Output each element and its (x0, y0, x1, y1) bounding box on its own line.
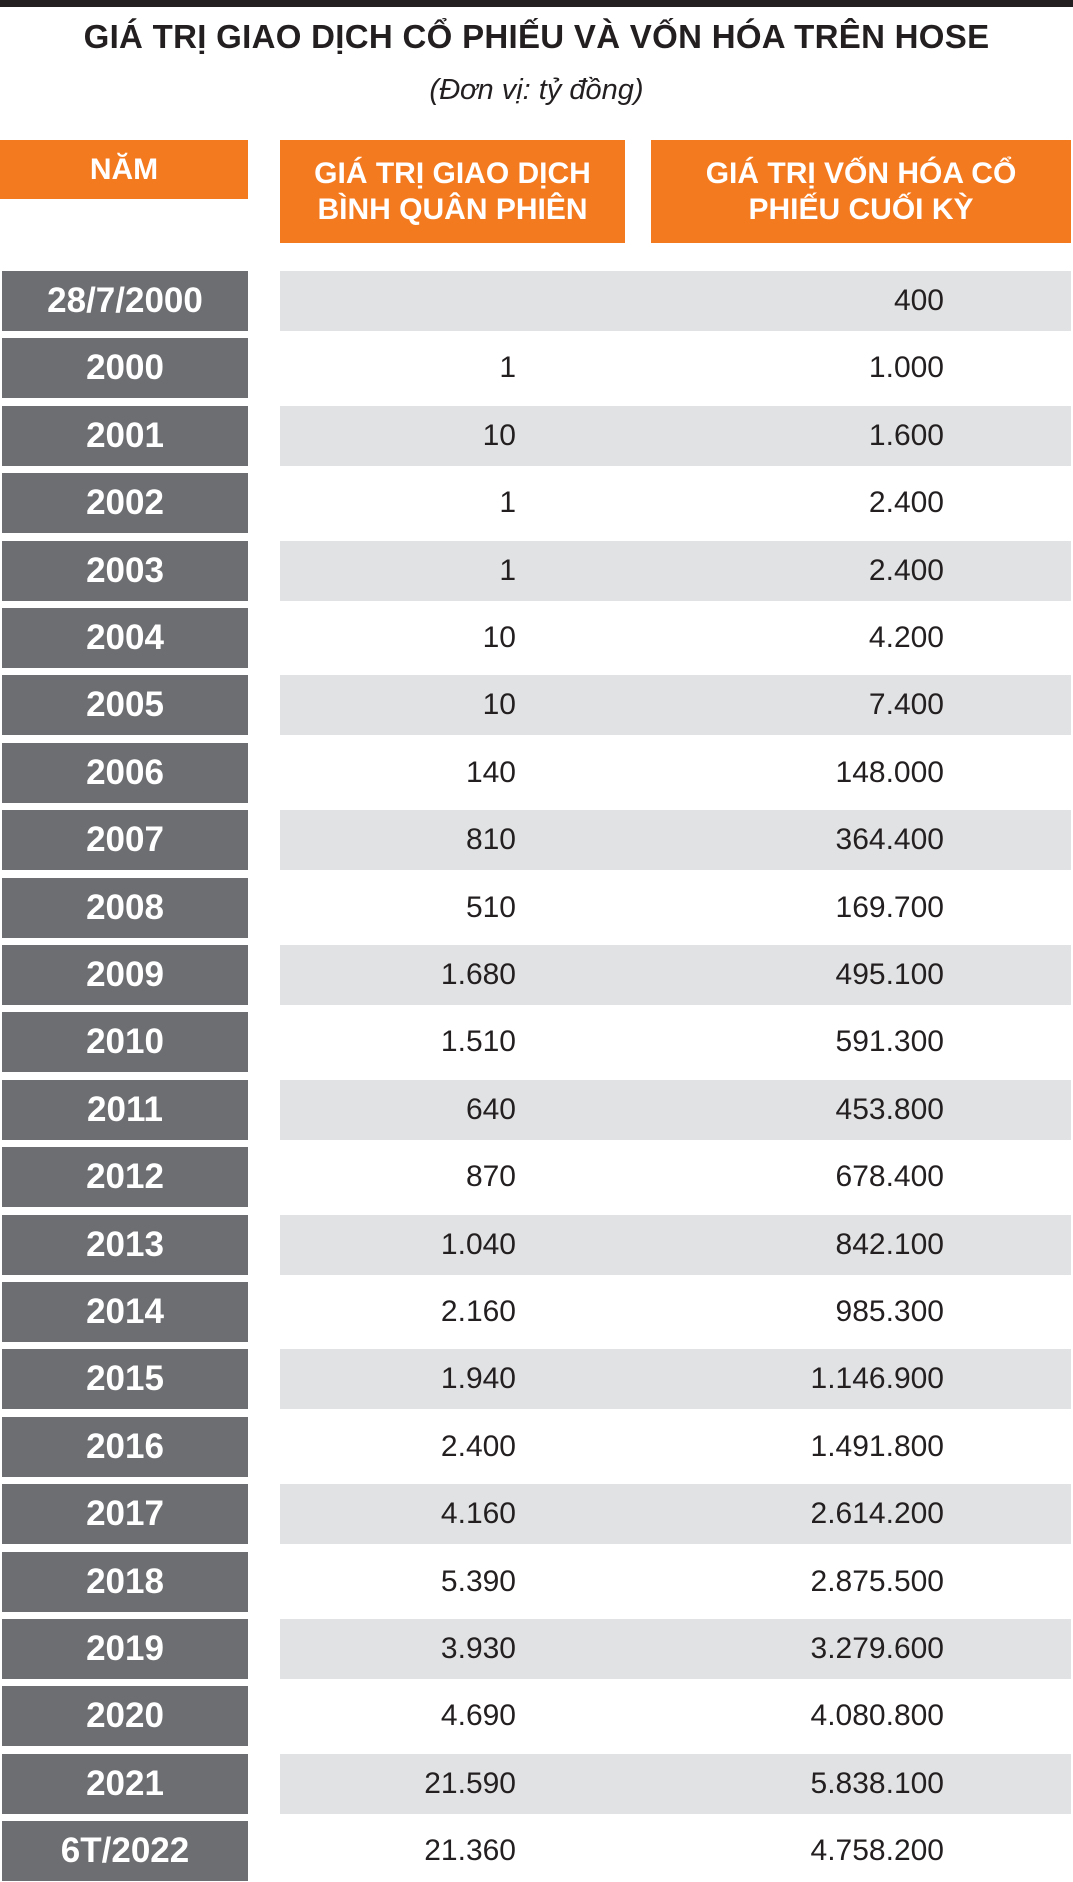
cap-value: 1.000 (868, 351, 944, 385)
cap-value: 985.300 (835, 1295, 944, 1328)
trade-value: 10 (482, 418, 516, 452)
cap-value: 678.400 (835, 1160, 944, 1194)
trade-value: 640 (465, 1092, 516, 1126)
trade-value: 1 (499, 553, 516, 587)
year-cell: 2018 (2, 1551, 248, 1612)
year-cell: 2008 (2, 877, 248, 938)
row-band (280, 945, 1071, 1005)
row-band (280, 271, 1071, 331)
row-band (280, 1214, 1071, 1275)
trade-value: 810 (465, 823, 516, 857)
trade-value: 510 (465, 890, 516, 924)
cap-value: 1.600 (868, 418, 944, 452)
year-cell: 2011 (2, 1079, 248, 1140)
cap-value: 4.080.800 (810, 1699, 944, 1733)
year-cell: 2003 (2, 540, 248, 601)
row-band (280, 405, 1071, 466)
cap-value: 400 (893, 284, 944, 317)
trade-value: 1 (499, 351, 516, 385)
trade-value: 2.160 (440, 1295, 516, 1328)
cap-value: 2.614.200 (810, 1497, 944, 1531)
year-cell: 2015 (2, 1349, 248, 1410)
year-cell: 2001 (2, 405, 248, 466)
trade-value: 1.680 (440, 958, 516, 991)
year-cell: 2010 (2, 1012, 248, 1073)
cap-value: 842.100 (835, 1227, 944, 1261)
trade-value: 21.360 (424, 1834, 516, 1868)
cap-value: 1.491.800 (810, 1429, 944, 1463)
cap-value: 1.146.900 (810, 1362, 944, 1396)
top-bar (0, 0, 1073, 7)
year-cell: 2004 (2, 608, 248, 668)
trade-value: 2.400 (440, 1429, 516, 1463)
trade-value: 1.510 (440, 1025, 516, 1059)
trade-value (280, 271, 516, 331)
trade-value: 21.590 (424, 1766, 516, 1800)
row-band (280, 810, 1071, 871)
year-cell: 2009 (2, 945, 248, 1005)
cap-value: 4.758.200 (810, 1834, 944, 1868)
cap-value: 453.800 (835, 1092, 944, 1126)
cap-value: 2.400 (868, 553, 944, 587)
column-header: NĂM (0, 140, 248, 199)
cap-value: 495.100 (835, 958, 944, 991)
year-cell: 28/7/2000 (2, 271, 248, 331)
row-band (280, 1619, 1071, 1679)
trade-value: 4.160 (440, 1497, 516, 1531)
title: GIÁ TRỊ GIAO DỊCH CỔ PHIẾU VÀ VỐN HÓA TR… (83, 18, 990, 55)
year-cell: 6T/2022 (2, 1821, 248, 1882)
year-cell: 2012 (2, 1147, 248, 1208)
trade-value: 870 (465, 1160, 516, 1194)
year-cell: 2020 (2, 1686, 248, 1747)
year-cell: 2002 (2, 473, 248, 534)
cap-value: 169.700 (835, 890, 944, 924)
trade-value: 1 (499, 486, 516, 520)
cap-value: 7.400 (868, 688, 944, 722)
year-cell: 2021 (2, 1753, 248, 1814)
cap-value: 2.400 (868, 486, 944, 520)
year-cell: 2000 (2, 338, 248, 399)
year-cell: 2014 (2, 1282, 248, 1342)
year-cell: 2016 (2, 1416, 248, 1477)
cap-value: 5.838.100 (810, 1766, 944, 1800)
trade-value: 5.390 (440, 1564, 516, 1598)
cap-value: 4.200 (868, 621, 944, 654)
row-band (280, 1349, 1071, 1410)
cap-value: 591.300 (835, 1025, 944, 1059)
row-band (280, 1753, 1071, 1814)
trade-value: 10 (482, 621, 516, 654)
cap-value: 3.279.600 (810, 1632, 944, 1665)
trade-value: 140 (465, 755, 516, 789)
row-band (280, 675, 1071, 736)
column-header: GIÁ TRỊ GIAO DỊCH BÌNH QUÂN PHIÊN (280, 140, 625, 243)
year-cell: 2019 (2, 1619, 248, 1679)
cap-value: 2.875.500 (810, 1564, 944, 1598)
year-cell: 2007 (2, 810, 248, 871)
year-cell: 2017 (2, 1484, 248, 1545)
year-cell: 2005 (2, 675, 248, 736)
trade-value: 1.940 (440, 1362, 516, 1396)
trade-value: 4.690 (440, 1699, 516, 1733)
cap-value: 364.400 (835, 823, 944, 857)
year-cell: 2006 (2, 742, 248, 803)
row-band (280, 1484, 1071, 1545)
row-band (280, 1079, 1071, 1140)
subtitle: (Đơn vị: tỷ đồng) (429, 74, 644, 106)
column-header: GIÁ TRỊ VỐN HÓA CỔ PHIẾU CUỐI KỲ (651, 140, 1071, 243)
trade-value: 10 (482, 688, 516, 722)
trade-value: 1.040 (440, 1227, 516, 1261)
cap-value: 148.000 (835, 755, 944, 789)
trade-value: 3.930 (440, 1632, 516, 1665)
year-cell: 2013 (2, 1214, 248, 1275)
row-band (280, 540, 1071, 601)
